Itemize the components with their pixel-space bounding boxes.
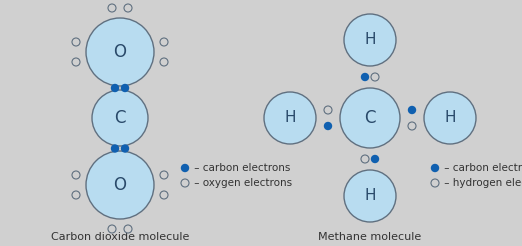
Circle shape xyxy=(108,225,116,233)
Text: O: O xyxy=(113,43,126,61)
Circle shape xyxy=(371,73,379,81)
Circle shape xyxy=(324,106,332,114)
Circle shape xyxy=(122,145,128,152)
Circle shape xyxy=(72,38,80,46)
Circle shape xyxy=(72,171,80,179)
Circle shape xyxy=(424,92,476,144)
Circle shape xyxy=(264,92,316,144)
Circle shape xyxy=(182,165,188,171)
Text: – hydrogen electrons: – hydrogen electrons xyxy=(441,178,522,188)
Circle shape xyxy=(160,191,168,199)
Circle shape xyxy=(409,107,416,113)
Text: O: O xyxy=(113,176,126,194)
Text: Methane molecule: Methane molecule xyxy=(318,232,422,242)
Circle shape xyxy=(92,90,148,146)
Text: – oxygen electrons: – oxygen electrons xyxy=(191,178,292,188)
Circle shape xyxy=(325,123,331,129)
Circle shape xyxy=(86,18,154,86)
Text: H: H xyxy=(364,32,376,47)
Circle shape xyxy=(160,171,168,179)
Circle shape xyxy=(86,151,154,219)
Circle shape xyxy=(344,14,396,66)
Circle shape xyxy=(124,4,132,12)
Circle shape xyxy=(124,225,132,233)
Circle shape xyxy=(122,84,128,92)
Circle shape xyxy=(108,4,116,12)
Text: H: H xyxy=(284,110,296,125)
Circle shape xyxy=(361,155,369,163)
Text: C: C xyxy=(114,109,126,127)
Circle shape xyxy=(112,84,118,92)
Circle shape xyxy=(340,88,400,148)
Circle shape xyxy=(408,122,416,130)
Circle shape xyxy=(362,74,369,80)
Circle shape xyxy=(72,191,80,199)
Text: – carbon electrons: – carbon electrons xyxy=(191,163,290,173)
Text: H: H xyxy=(444,110,456,125)
Text: H: H xyxy=(364,188,376,203)
Circle shape xyxy=(181,179,189,187)
Text: Carbon dioxide molecule: Carbon dioxide molecule xyxy=(51,232,189,242)
Circle shape xyxy=(372,155,378,163)
Circle shape xyxy=(160,58,168,66)
Circle shape xyxy=(344,170,396,222)
Circle shape xyxy=(432,165,438,171)
Circle shape xyxy=(112,145,118,152)
Circle shape xyxy=(72,58,80,66)
Text: – carbon electrons: – carbon electrons xyxy=(441,163,522,173)
Text: C: C xyxy=(364,109,376,127)
Circle shape xyxy=(160,38,168,46)
Circle shape xyxy=(431,179,439,187)
